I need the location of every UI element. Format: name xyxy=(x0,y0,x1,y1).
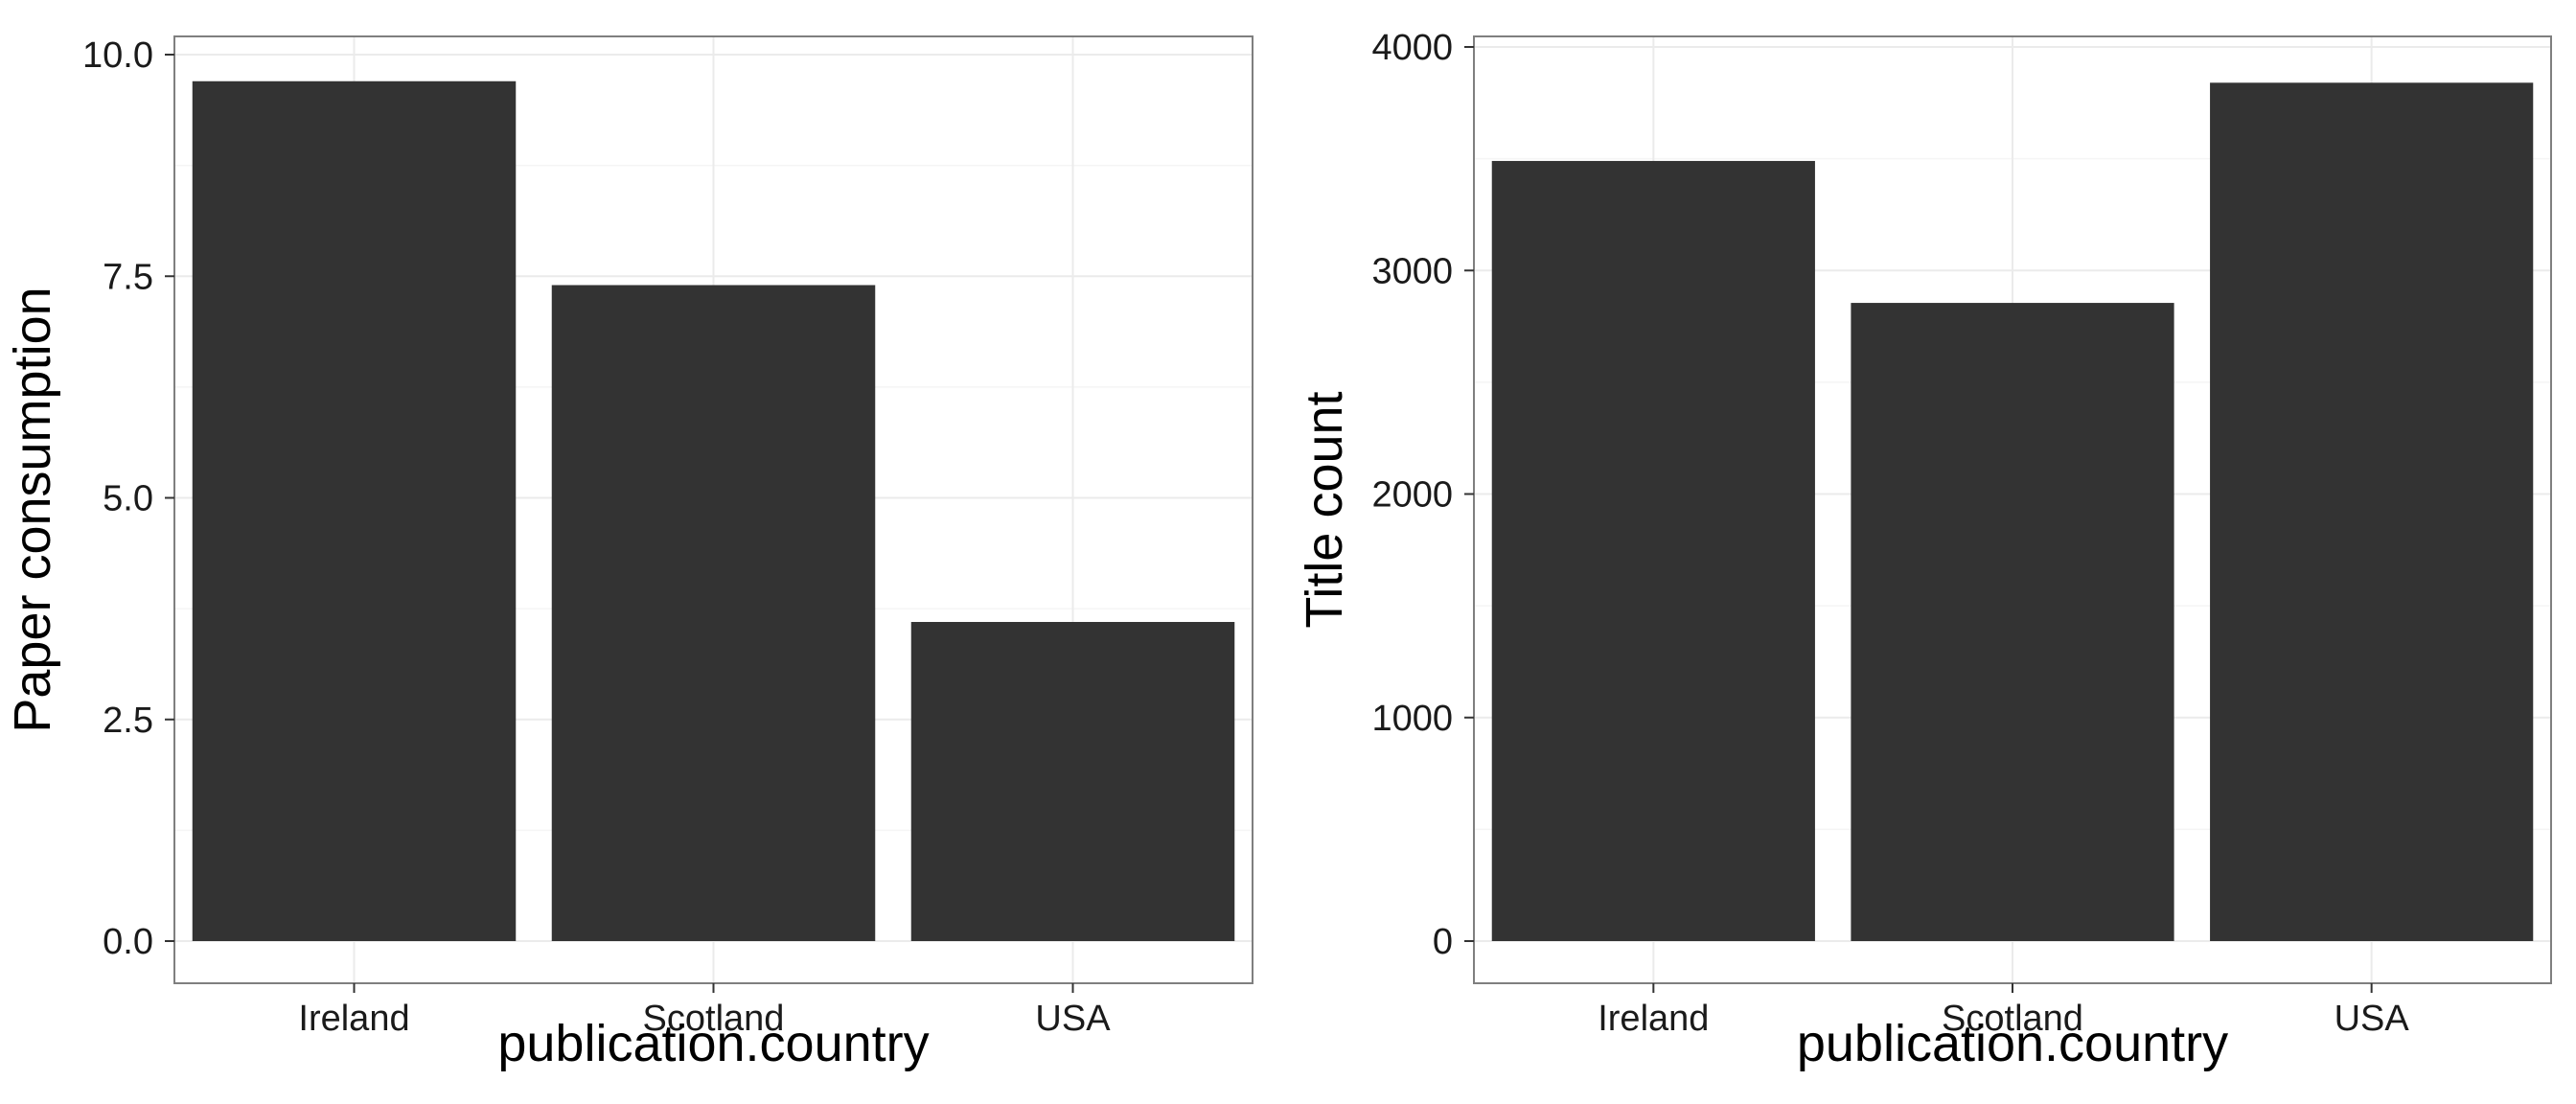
x-tick-label: Scotland xyxy=(1942,999,2083,1039)
y-tick-label: 0 xyxy=(1433,922,1453,962)
x-tick-label: Ireland xyxy=(1598,999,1709,1039)
y-tick-label: 4000 xyxy=(1371,28,1453,68)
bar-ireland xyxy=(192,80,517,941)
x-tick-label: USA xyxy=(1035,999,1111,1039)
y-axis-title: Paper consumption xyxy=(4,287,61,732)
bar-usa xyxy=(910,622,1235,941)
chart-paper-consumption: 0.0 2.5 5.0 7.5 10.0 Ireland Scotland USA public… xyxy=(4,35,1254,1072)
y-tick-label: 5.0 xyxy=(103,479,153,519)
chart-title-count: 0 1000 2000 3000 4000 Ireland Scotland USA publi… xyxy=(1296,28,2552,1072)
y-tick-label: 10.0 xyxy=(82,35,153,76)
x-axis-title: publication.country xyxy=(497,1015,929,1072)
y-axis-title: Title count xyxy=(1296,391,1353,628)
y-tick-label: 1000 xyxy=(1371,699,1453,739)
bar-scotland xyxy=(551,285,876,941)
y-tick-label: 2000 xyxy=(1371,475,1453,516)
y-tick-label: 2.5 xyxy=(103,701,153,741)
y-tick-label: 0.0 xyxy=(103,922,153,962)
bar-scotland xyxy=(1851,303,2174,941)
x-axis-title: publication.country xyxy=(1797,1015,2228,1072)
bar-ireland xyxy=(1491,160,1815,941)
y-tick-label: 7.5 xyxy=(103,257,153,297)
bar-usa xyxy=(2210,82,2534,941)
x-tick-label: USA xyxy=(2334,999,2410,1039)
y-tick-label: 3000 xyxy=(1371,251,1453,291)
x-tick-label: Scotland xyxy=(643,999,785,1039)
x-tick-label: Ireland xyxy=(298,999,409,1039)
